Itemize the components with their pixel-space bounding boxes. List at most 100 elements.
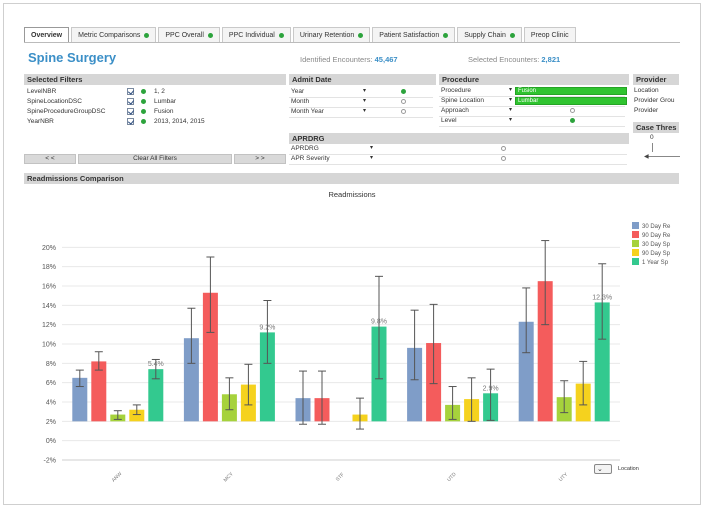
tab-urinary-retention[interactable]: Urinary Retention	[292, 27, 371, 42]
tab-label: Urinary Retention	[299, 31, 355, 39]
data-label: 12.3%	[592, 294, 612, 301]
bar	[183, 338, 199, 422]
dropdown-arrow-icon[interactable]: ▾	[370, 155, 374, 161]
tab-label: Overview	[31, 31, 63, 39]
identified-value: 45,467	[374, 55, 398, 64]
active-status-icon	[141, 109, 146, 114]
tab-label: PPC Overall	[165, 31, 204, 39]
provider-header: Provider	[633, 74, 679, 85]
provider-field[interactable]: Location	[634, 87, 659, 94]
row-divider	[289, 97, 433, 98]
bar	[148, 369, 164, 422]
dropdown-arrow-icon[interactable]: ▾	[370, 145, 374, 151]
selector-label[interactable]: Spine Location	[441, 97, 485, 104]
dropdown-arrow-icon[interactable]: ▾	[509, 107, 513, 113]
dropdown-arrow-icon[interactable]: ▾	[509, 97, 513, 103]
selected-value[interactable]: Fusion	[515, 87, 627, 95]
page-title: Spine Surgery	[28, 50, 117, 65]
row-divider	[439, 116, 625, 117]
data-label: 2.9%	[483, 385, 499, 392]
tab-overview[interactable]: Overview	[24, 27, 70, 42]
selector-label[interactable]: APRDRG	[291, 145, 319, 152]
y-tick-label: 16%	[42, 284, 56, 291]
bar	[259, 332, 275, 422]
location-label: Location	[618, 466, 639, 472]
active-status-icon	[141, 89, 146, 94]
case-threshold-header: Case Thres	[633, 122, 679, 133]
provider-field[interactable]: Provider	[634, 107, 659, 114]
selector-label[interactable]: Year	[291, 88, 305, 95]
selected-filters-header: Selected Filters	[24, 74, 286, 85]
threshold-slider[interactable]	[648, 156, 680, 157]
edit-filter-icon[interactable]	[127, 98, 134, 105]
selection-state-icon	[401, 99, 406, 104]
y-tick-label: 4%	[46, 400, 56, 407]
bar	[91, 361, 107, 422]
dropdown-arrow-icon[interactable]: ▾	[363, 98, 367, 104]
tab-bar: Overview Metric Comparisons PPC Overall PPC…	[24, 27, 680, 43]
bar	[594, 302, 610, 422]
y-tick-label: 0%	[46, 438, 56, 445]
dropdown-arrow-icon[interactable]: ▾	[363, 88, 367, 94]
selected-label: Selected Encounters:	[468, 55, 540, 64]
selector-label[interactable]: Month	[291, 98, 310, 105]
dropdown-arrow-icon[interactable]: ▾	[363, 108, 367, 114]
tab-label: Preop Clinic	[530, 31, 569, 39]
selection-state-icon	[401, 109, 406, 114]
selector-label[interactable]: Procedure	[441, 87, 471, 94]
x-tick-label: UTY	[558, 471, 570, 483]
slider-left-arrow-icon[interactable]: ◀	[644, 154, 649, 160]
next-filter-button[interactable]: > >	[234, 154, 286, 164]
y-tick-label: 2%	[46, 419, 56, 426]
active-status-icon	[141, 99, 146, 104]
provider-field[interactable]: Provider Grou	[634, 97, 675, 104]
selector-label[interactable]: Month Year	[291, 108, 324, 115]
tab-preop-clinic[interactable]: Preop Clinic	[523, 27, 576, 42]
row-divider	[289, 154, 627, 155]
selection-state-icon	[570, 118, 575, 123]
y-tick-label: 12%	[42, 322, 56, 329]
row-divider	[439, 106, 625, 107]
case-threshold-value: 0	[650, 134, 654, 141]
legend-swatch	[632, 258, 639, 265]
location-dropdown[interactable]: ⌄	[594, 464, 612, 474]
tab-metric-comparisons[interactable]: Metric Comparisons	[71, 27, 157, 42]
dropdown-arrow-icon[interactable]: ▾	[509, 87, 513, 93]
selector-label[interactable]: Approach	[441, 107, 469, 114]
row-divider	[289, 117, 433, 118]
filter-field: SpineLocationDSC	[27, 98, 82, 105]
selected-value[interactable]: Lumbar	[515, 97, 627, 105]
bar	[537, 281, 553, 422]
tab-label: Metric Comparisons	[78, 31, 141, 39]
edit-filter-icon[interactable]	[127, 118, 134, 125]
tab-patient-satisfaction[interactable]: Patient Satisfaction	[372, 27, 456, 42]
bar	[407, 347, 423, 422]
filter-field: LevelNBR	[27, 88, 57, 95]
y-tick-label: 6%	[46, 380, 56, 387]
dropdown-arrow-icon[interactable]: ▾	[509, 117, 513, 123]
edit-filter-icon[interactable]	[127, 108, 134, 115]
legend-swatch	[632, 231, 639, 238]
legend-label: 90 Day Sp	[642, 251, 671, 257]
tab-label: Patient Satisfaction	[379, 31, 440, 39]
tab-ppc-overall[interactable]: PPC Overall	[158, 27, 220, 42]
prev-filter-button[interactable]: < <	[24, 154, 76, 164]
selector-label[interactable]: Level	[441, 117, 457, 124]
y-tick-label: 18%	[42, 264, 56, 271]
y-tick-label: -2%	[44, 458, 56, 465]
edit-filter-icon[interactable]	[127, 88, 134, 95]
legend-swatch	[632, 249, 639, 256]
bar	[202, 292, 218, 422]
bar	[129, 409, 145, 422]
selection-state-icon	[570, 108, 575, 113]
selector-label[interactable]: APR Severity	[291, 155, 330, 162]
y-tick-label: 20%	[42, 245, 56, 252]
status-dot-icon	[358, 32, 364, 38]
tab-ppc-individual[interactable]: PPC Individual	[221, 27, 291, 42]
clear-all-filters-button[interactable]: Clear All Filters	[78, 154, 232, 164]
tab-supply-chain[interactable]: Supply Chain	[457, 27, 522, 42]
aprdrg-header: APRDRG	[289, 133, 629, 144]
status-dot-icon	[443, 32, 449, 38]
y-tick-label: 10%	[42, 342, 56, 349]
